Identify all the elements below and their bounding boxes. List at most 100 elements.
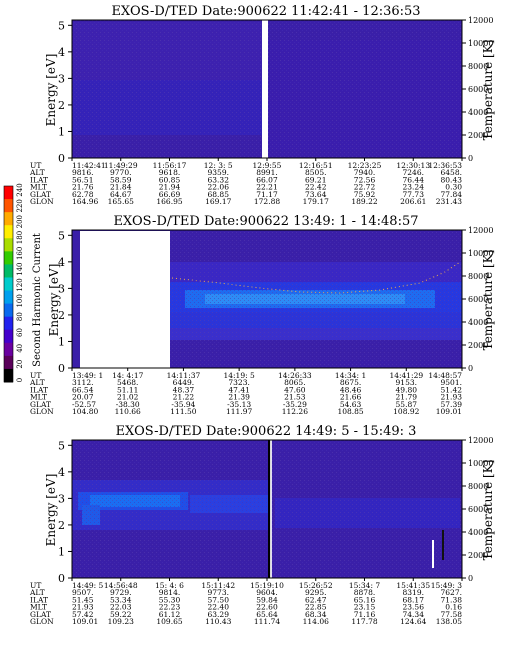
xtable-cell: 69.21 (305, 175, 326, 184)
colorbar-ticks: 0 20 40 60 80 100 120 140 160 180 200 220 240 (16, 183, 24, 382)
panel-2-plot (71, 229, 463, 369)
colorbar-swatches (3, 185, 14, 383)
xtable-cell: 13:49: 1 (72, 371, 103, 380)
xtable-cell: 71.38 (441, 595, 463, 604)
xtable-cell: 54.63 (340, 400, 362, 409)
xtable-cell: 172.88 (254, 197, 280, 206)
xtable-cell: 7323. (228, 378, 249, 387)
colorbar-swatch (4, 316, 13, 331)
xtable-cell: 6449. (173, 378, 194, 387)
xtable-cell: 55.87 (396, 400, 418, 409)
xtable-cell: 22.85 (305, 603, 327, 612)
panel-3-spike-dark (268, 440, 271, 578)
xtable-cell: 14: 4:17 (112, 371, 144, 380)
y2-tick-label: 2000 (468, 131, 488, 140)
xtable-cell: 9501. (441, 378, 462, 387)
panel-3-spike-light (270, 440, 272, 578)
xtable-cell: 21.93 (72, 603, 94, 612)
xtable-cell: 15: 4: 6 (155, 581, 184, 590)
xtable-cell: 55.30 (159, 595, 181, 604)
xtable-cell: 166.95 (156, 197, 182, 206)
xtable-row-label: MLT (30, 393, 47, 402)
xtable-row-label: GLAT (30, 400, 51, 409)
y-tick-label: 5 (58, 439, 65, 452)
y-tick-label: 2 (58, 309, 65, 322)
y-tick-label: 4 (58, 466, 65, 479)
colorbar-tick-label: 220 (16, 199, 24, 212)
xtable-cell: 112.26 (282, 407, 308, 416)
xtable-cell: 23.15 (354, 603, 376, 612)
panel-3-title: EXOS-D/TED Date:900622 14:49: 5 - 15:49:… (116, 424, 417, 439)
xtable-cell: 7627. (441, 588, 462, 597)
colorbar-tick-label: 120 (16, 278, 24, 291)
xtable-cell: 124.64 (400, 617, 426, 626)
xtable-cell: 21.79 (396, 393, 418, 402)
colorbar: 0 20 40 60 80 100 120 140 160 180 200 220 240 Second… (3, 183, 43, 383)
xtable-cell: 8065. (284, 378, 305, 387)
xtable-cell: 63.29 (208, 610, 230, 619)
xtable-cell: 57.39 (441, 400, 463, 409)
colorbar-swatch (4, 186, 13, 200)
xtable-cell: 15:11:42 (201, 581, 235, 590)
xtable-cell: 21.39 (228, 393, 250, 402)
xtable-cell: 74.34 (403, 610, 425, 619)
colorbar-label: Second Harmonic Current (32, 233, 43, 367)
panel-3-y2label: Temperature [K] (481, 460, 495, 561)
colorbar-swatch (4, 277, 13, 292)
panel-1-data-gap (262, 20, 268, 158)
xtable-row-label: ILAT (30, 385, 48, 394)
colorbar-swatch (4, 251, 13, 265)
xtable-cell: 68.85 (208, 190, 230, 199)
xtable-cell: 68.17 (403, 595, 425, 604)
y-tick-label: 1 (58, 335, 65, 348)
y2-tick-label: 0 (468, 574, 473, 583)
y2-tick-label: 8000 (468, 482, 488, 491)
panel-2-title: EXOS-D/TED Date:900622 13:49: 1 - 14:48:… (114, 214, 419, 229)
xtable-cell: 57.50 (208, 595, 230, 604)
xtable-row-label: GLON (30, 617, 54, 626)
xtable-cell: 22.42 (305, 183, 327, 192)
y-tick-label: 4 (58, 46, 65, 59)
xtable-cell: 231.43 (436, 197, 462, 206)
colorbar-tick-label: 100 (16, 294, 24, 307)
xtable-cell: 15:49: 3 (431, 581, 463, 590)
y2-tick-label: 0 (468, 364, 473, 373)
xtable-cell: 189.22 (351, 197, 377, 206)
xtable-cell: 9359. (208, 168, 229, 177)
y2-tick-label: 8000 (468, 272, 488, 281)
xtable-row-label: ALT (29, 168, 45, 177)
xtable-cell: 3112. (72, 378, 93, 387)
xtable-cell: 22.03 (110, 603, 132, 612)
y2-tick-label: 4000 (468, 528, 488, 537)
xtable-cell: 15:34: 7 (349, 581, 381, 590)
xtable-cell: 14:34: 1 (335, 371, 366, 380)
xtable-cell: -38.30 (116, 400, 140, 409)
xtable-cell: 22.72 (354, 183, 376, 192)
xtable-cell: 15:41:35 (396, 581, 430, 590)
xtable-cell: 111.97 (226, 407, 252, 416)
xtable-cell: 12:16:51 (299, 161, 333, 170)
y-tick-label: 3 (58, 492, 65, 505)
xtable-row-label: ILAT (30, 595, 48, 604)
xtable-cell: 9507. (72, 588, 93, 597)
xtable-cell: 22.21 (256, 183, 277, 192)
panel-1-ylabel: Energy [eV] (44, 54, 58, 127)
y-tick-label: 1 (58, 125, 65, 138)
panel-3-spike-right-2 (442, 530, 444, 560)
panel-1-axes: 0 1 2 3 4 5 0 2000 4000 6000 8000 10000 12000 (58, 16, 493, 165)
xtable-cell: 8319. (403, 588, 424, 597)
xtable-cell: 15:26:52 (299, 581, 333, 590)
xtable-cell: 65.64 (256, 610, 278, 619)
xtable-cell: 117.78 (351, 617, 377, 626)
xtable-row-label: MLT (30, 603, 47, 612)
xtable-cell: 77.58 (441, 610, 463, 619)
y-tick-label: 1 (58, 545, 65, 558)
xtable-cell: 14:49: 5 (72, 581, 104, 590)
xtable-cell: 164.96 (72, 197, 98, 206)
y2-tick-label: 8000 (468, 62, 488, 71)
xtable-cell: 47.41 (228, 385, 249, 394)
panel-2: EXOS-D/TED Date:900622 13:49: 1 - 14:48:… (29, 214, 495, 416)
xtable-cell: 57.42 (72, 610, 94, 619)
